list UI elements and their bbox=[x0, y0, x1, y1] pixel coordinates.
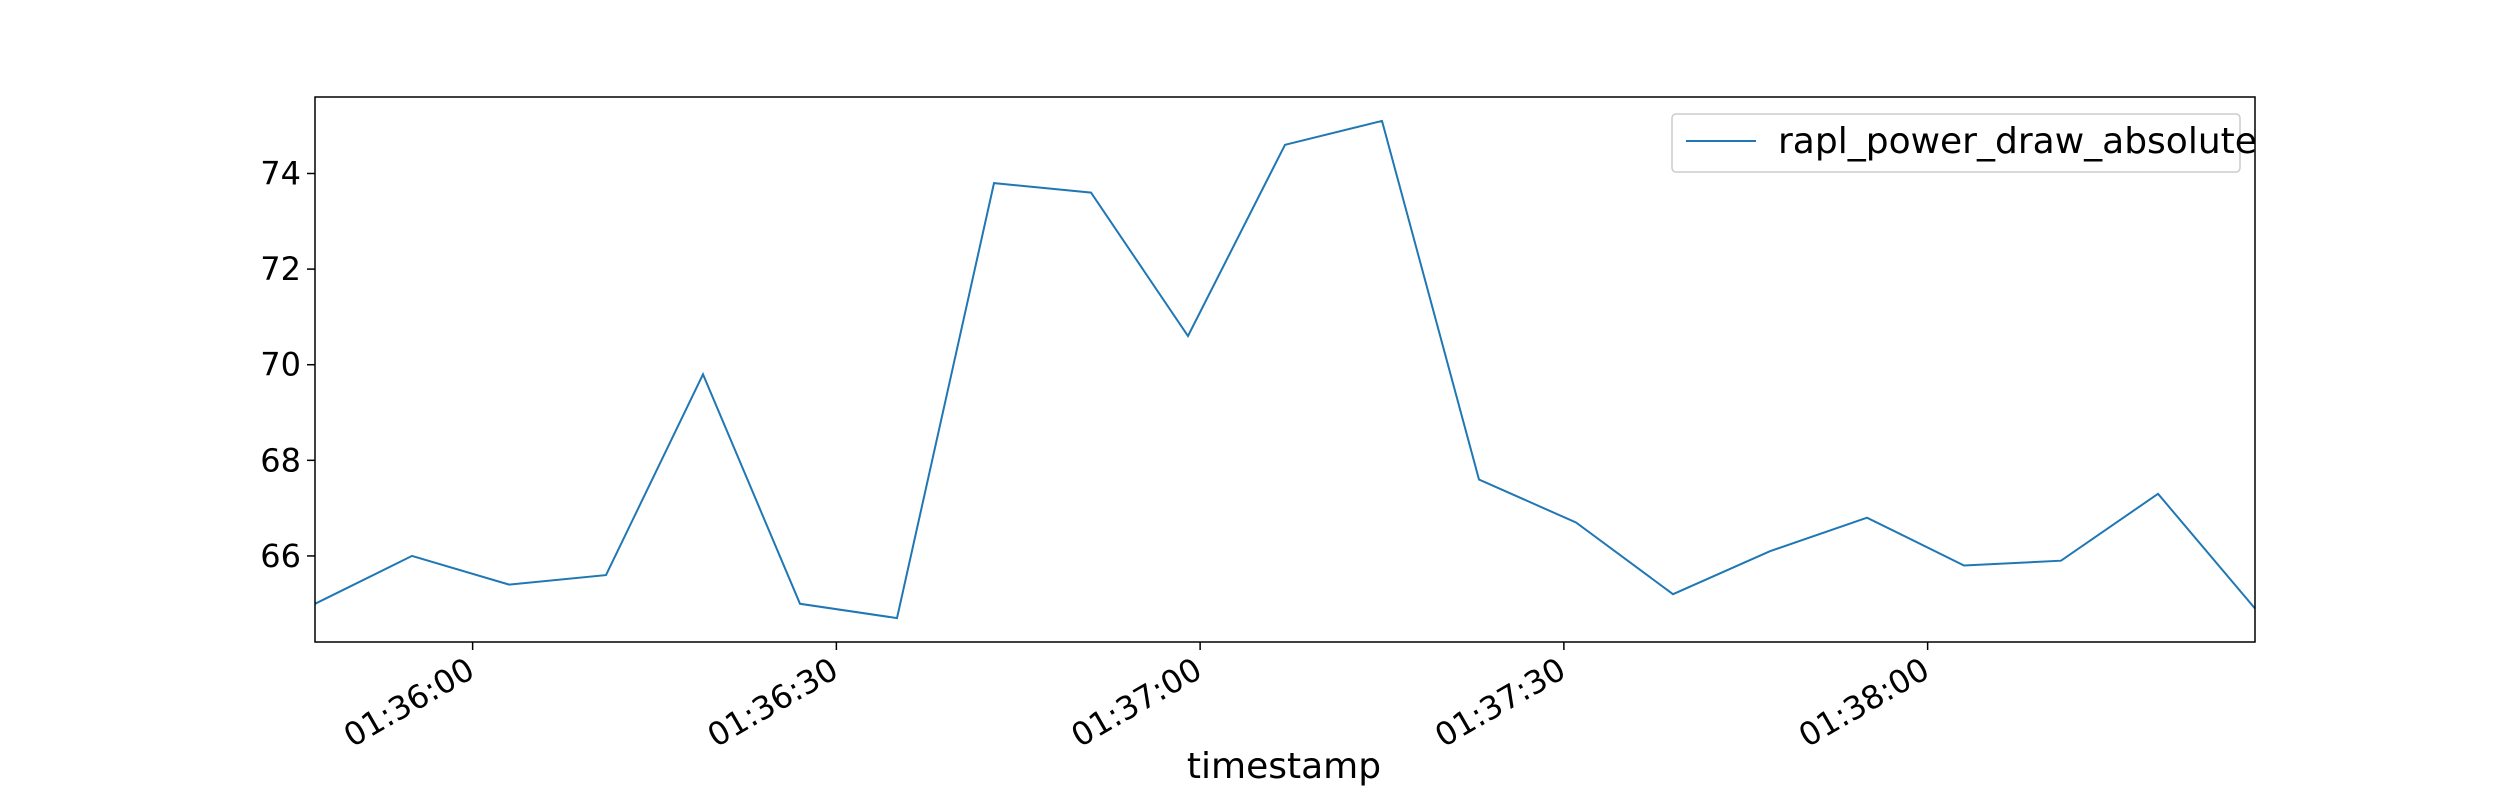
legend-box bbox=[1671, 113, 2241, 173]
legend-label: rapl_power_draw_absolute bbox=[1778, 121, 2257, 162]
legend: rapl_power_draw_absolute bbox=[1671, 113, 2257, 173]
x-tick-label: 01:36:30 bbox=[701, 650, 844, 755]
x-tick-label: 01:36:00 bbox=[337, 650, 480, 755]
x-tick-label: 01:38:00 bbox=[1792, 650, 1935, 755]
x-tick-label: 01:37:00 bbox=[1065, 650, 1208, 755]
y-tick-label: 68 bbox=[260, 441, 301, 479]
y-tick-label: 66 bbox=[260, 537, 301, 575]
plot-frame bbox=[314, 96, 2256, 643]
x-axis-label: timestamp bbox=[1187, 746, 1381, 787]
y-tick-label: 74 bbox=[260, 154, 301, 192]
x-axis-ticks: 01:36:00 01:36:30 01:37:00 01:37:30 01:38:00 bbox=[337, 642, 1936, 755]
y-tick-label: 70 bbox=[260, 346, 301, 384]
x-tick-label: 01:37:30 bbox=[1428, 650, 1571, 755]
plot-area bbox=[315, 97, 2255, 642]
y-tick-label: 72 bbox=[260, 250, 301, 288]
series-line-rapl-power-draw-absolute bbox=[314, 119, 2256, 620]
y-axis-ticks: 66 68 70 72 74 bbox=[260, 154, 315, 575]
